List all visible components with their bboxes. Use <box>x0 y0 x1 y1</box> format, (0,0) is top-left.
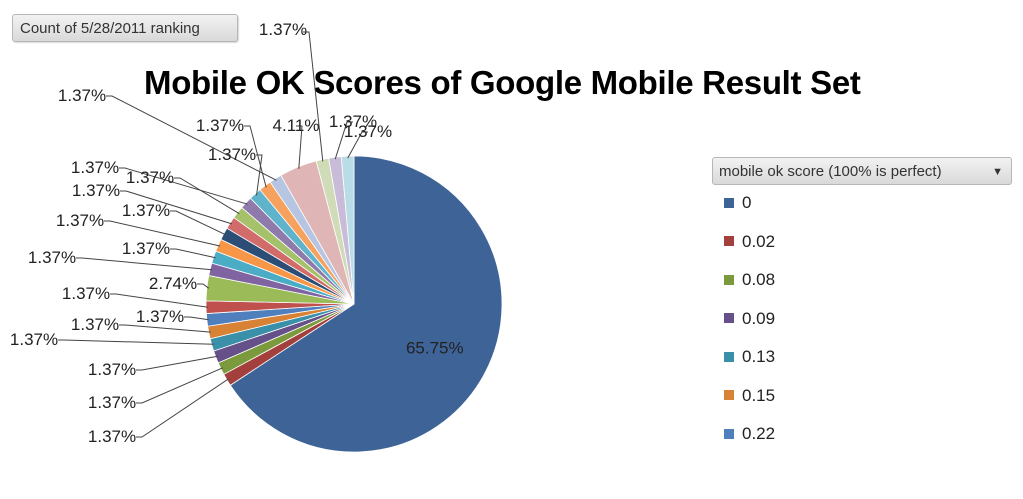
slice-label: 1.37% <box>196 116 244 135</box>
slice-label: 65.75% <box>406 339 464 358</box>
slice-label: 1.37% <box>126 168 174 187</box>
leader-line <box>334 121 353 160</box>
slice-label: 1.37% <box>72 181 120 200</box>
legend-item: 0.15 <box>724 381 775 411</box>
data-labels: 65.75%1.37%1.37%1.37%1.37%1.37% 1.37%1.37… <box>10 20 464 446</box>
slice-label: 1.37% <box>208 145 256 164</box>
legend-swatch <box>724 313 734 324</box>
legend-filter-dropdown[interactable]: mobile ok score (100% is perfect) ▼ <box>712 157 1012 185</box>
slice-label: 1.37% <box>58 86 106 105</box>
leader-line <box>104 220 221 247</box>
leader-line <box>106 95 277 181</box>
slice-label: 4.11% <box>273 116 320 135</box>
pie-slices <box>205 155 503 453</box>
slice-label: 1.37% <box>88 427 136 446</box>
leader-line <box>244 125 267 188</box>
slice-label: 1.37% <box>10 330 58 349</box>
leader-line <box>136 367 223 404</box>
count-field-button[interactable]: Count of 5/28/2011 ranking <box>12 14 238 42</box>
slice-label: 1.37% <box>136 307 184 326</box>
leader-line <box>174 177 240 215</box>
legend-swatch <box>724 390 734 401</box>
legend-label: 0 <box>742 193 752 212</box>
slice-label: 1.37% <box>88 393 136 412</box>
pie-slice <box>340 155 355 305</box>
legend-item: 0.09 <box>724 304 775 334</box>
leader-line <box>197 283 210 289</box>
leader-line <box>76 257 213 271</box>
slice-label: 1.37% <box>71 158 119 177</box>
pie-slice <box>229 155 503 453</box>
leader-line <box>119 324 211 333</box>
count-field-label: Count of 5/28/2011 ranking <box>20 20 200 37</box>
legend-label: 0.09 <box>742 308 776 328</box>
leader-line <box>296 125 303 169</box>
slice-label: 1.37% <box>28 248 76 267</box>
slice-label: 1.37% <box>62 284 110 303</box>
legend-swatch <box>724 236 734 247</box>
legend-swatch <box>724 428 734 439</box>
chart-title: Mobile OK Scores of Google Mobile Result… <box>144 64 861 101</box>
slice-label: 1.37% <box>259 20 307 39</box>
slice-label: 1.37% <box>122 201 170 220</box>
legend-label: 0.02 <box>742 231 776 251</box>
leader-line <box>136 378 229 438</box>
slice-label: 1.37% <box>344 122 392 141</box>
dropdown-arrow-icon: ▼ <box>992 166 1003 178</box>
slice-label: 1.37% <box>329 112 377 131</box>
legend-swatch <box>724 197 734 208</box>
slice-label: 1.37% <box>71 315 119 334</box>
legend-item: 0.02 <box>724 227 775 257</box>
legend-label: 0.15 <box>742 385 776 405</box>
legend-item: 0.13 <box>724 342 775 372</box>
slice-label: 1.37% <box>56 211 104 230</box>
leader-line <box>120 190 233 225</box>
legend-item: 0 <box>724 188 751 218</box>
leader-line <box>184 316 209 321</box>
slice-label: 2.74% <box>149 274 197 293</box>
legend-item: 0.22 <box>724 419 775 449</box>
legend-label: 0.13 <box>742 347 776 366</box>
leader-lines <box>58 31 368 438</box>
leader-line <box>110 293 209 308</box>
legend-label: 0.22 <box>742 424 776 443</box>
leader-line <box>347 131 368 159</box>
leader-line <box>58 339 214 345</box>
leader-line <box>136 355 218 371</box>
slice-label: 1.37% <box>88 360 136 379</box>
legend-swatch <box>724 274 734 285</box>
slice-label: 1.37% <box>122 239 170 258</box>
legend-item: 0.08 <box>724 265 775 295</box>
legend-swatch <box>724 351 734 362</box>
leader-line <box>170 210 226 236</box>
legend-label: 0.08 <box>742 270 776 289</box>
leader-line <box>170 248 216 259</box>
leader-line <box>303 31 324 162</box>
leader-line <box>119 167 248 205</box>
legend-title: mobile ok score (100% is perfect) <box>719 163 942 180</box>
